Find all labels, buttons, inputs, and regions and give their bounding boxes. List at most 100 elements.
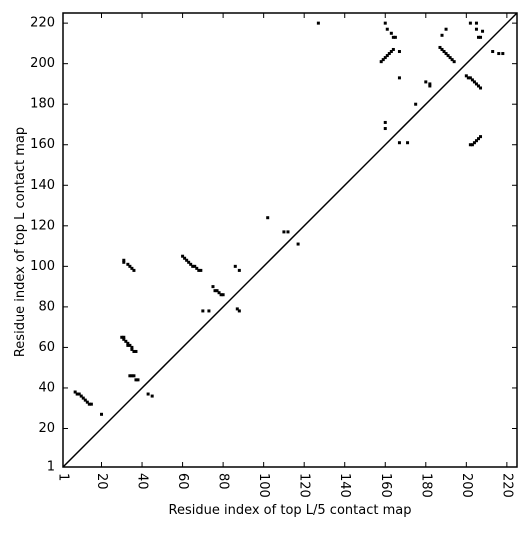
contact-point xyxy=(122,260,126,264)
contact-point xyxy=(130,345,134,349)
x-tick-label: 20 xyxy=(94,473,109,490)
contact-point xyxy=(468,21,472,25)
contact-point xyxy=(124,339,128,343)
x-tick-label: 200 xyxy=(459,473,474,498)
contact-point xyxy=(134,349,138,353)
contact-point xyxy=(128,264,132,268)
y-tick-label: 80 xyxy=(38,299,55,314)
contact-point xyxy=(383,120,387,124)
contact-point xyxy=(438,45,442,49)
contact-point xyxy=(85,400,89,404)
x-tick-label: 1 xyxy=(56,473,71,481)
contact-point xyxy=(191,264,195,268)
contact-point xyxy=(466,76,470,80)
contact-point xyxy=(233,264,237,268)
contact-point xyxy=(464,74,468,78)
contact-point xyxy=(440,47,444,51)
contact-point xyxy=(197,268,201,272)
contact-point xyxy=(442,50,446,54)
contact-point xyxy=(444,52,448,56)
contact-point xyxy=(424,80,428,84)
contact-point xyxy=(393,35,397,39)
contact-point xyxy=(132,268,136,272)
contact-point xyxy=(195,266,199,270)
contact-point xyxy=(474,82,478,86)
contact-point xyxy=(237,309,241,313)
x-tick-label: 160 xyxy=(378,473,393,498)
y-tick-label: 220 xyxy=(30,16,55,31)
contact-point xyxy=(75,392,79,396)
contact-point xyxy=(73,390,77,394)
contact-point xyxy=(122,337,126,341)
contact-point xyxy=(122,258,126,262)
contact-point xyxy=(237,268,241,272)
contact-point xyxy=(440,33,444,37)
diagonal xyxy=(62,12,518,468)
contact-point xyxy=(414,102,418,106)
contact-point xyxy=(134,378,138,382)
contact-point xyxy=(221,293,225,297)
contact-point xyxy=(87,402,91,406)
contact-point xyxy=(77,392,81,396)
contact-point xyxy=(501,52,505,56)
contact-point xyxy=(385,27,389,31)
contact-point xyxy=(406,141,410,145)
contact-point xyxy=(266,216,270,220)
y-tick-label: 100 xyxy=(30,259,55,274)
contact-point xyxy=(132,374,136,378)
contact-point xyxy=(385,54,389,58)
contact-point xyxy=(468,143,472,147)
contact-point xyxy=(383,127,387,131)
contact-point xyxy=(448,56,452,60)
contact-point xyxy=(474,139,478,143)
y-tick-label: 140 xyxy=(30,178,55,193)
y-tick-label: 1 xyxy=(47,460,55,475)
y-tick-label: 200 xyxy=(30,56,55,71)
y-tick-label: 180 xyxy=(30,97,55,112)
contact-point xyxy=(282,230,286,234)
contact-point xyxy=(150,394,154,398)
contact-point xyxy=(391,35,395,39)
contact-point xyxy=(397,50,401,54)
contact-point xyxy=(474,27,478,31)
contact-point xyxy=(470,78,474,82)
contact-point xyxy=(189,262,193,266)
plot-frame xyxy=(62,12,518,468)
y-tick-label: 160 xyxy=(30,137,55,152)
x-tick-label: 60 xyxy=(175,473,190,490)
contact-point xyxy=(211,285,215,289)
contact-point xyxy=(79,394,83,398)
contact-point xyxy=(389,50,393,54)
contact-point xyxy=(130,347,134,351)
contact-point xyxy=(444,27,448,31)
y-tick-label: 40 xyxy=(38,380,55,395)
y-tick-label: 120 xyxy=(30,218,55,233)
x-tick-label: 220 xyxy=(499,473,514,498)
x-tick-label: 40 xyxy=(135,473,150,490)
contact-point xyxy=(391,47,395,51)
contact-point xyxy=(136,378,140,382)
contact-point xyxy=(213,289,217,293)
contact-point xyxy=(472,80,476,84)
contact-point xyxy=(286,230,290,234)
contact-point xyxy=(491,50,495,54)
contact-point xyxy=(235,307,239,311)
contact-point xyxy=(132,349,136,353)
contact-point xyxy=(476,84,480,88)
contact-point xyxy=(126,262,130,266)
contact-point xyxy=(397,141,401,145)
contact-point xyxy=(389,31,393,35)
x-tick-label: 120 xyxy=(297,473,312,498)
contact-point xyxy=(387,52,391,56)
contact-point xyxy=(183,256,187,260)
contact-point xyxy=(296,242,300,246)
contact-point xyxy=(472,141,476,145)
contact-point xyxy=(481,29,485,33)
contact-point xyxy=(130,266,134,270)
contact-point xyxy=(316,21,320,25)
contact-point xyxy=(476,137,480,141)
x-tick-label: 180 xyxy=(418,473,433,498)
contact-point xyxy=(476,35,480,39)
contact-point xyxy=(479,135,483,139)
contact-point xyxy=(201,309,205,313)
